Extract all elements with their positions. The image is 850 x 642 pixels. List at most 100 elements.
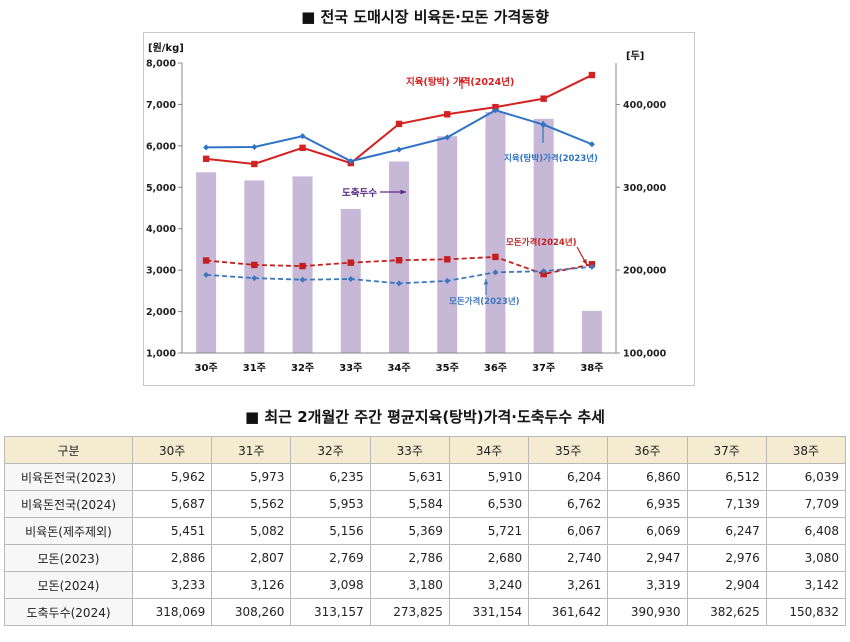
table-cell: 318,069 [131, 598, 213, 626]
table-cell: 308,260 [211, 598, 292, 626]
table-row: 비육돈전국(2023) 5,962 5,973 6,235 5,631 5,910 6,20… [4, 463, 847, 491]
x-tick-label: 38주 [580, 362, 603, 374]
table-header-row: 구분 30주 31주 32주 33주 34주 35주 36주 37주 38주 [4, 436, 847, 464]
table-row-label: 모돈(2023) [4, 544, 133, 572]
series-point-0 [299, 144, 306, 152]
chart-title: ■ 전국 도매시장 비육돈·모돈 가격동향 [301, 8, 549, 26]
bar-slaughter-count [581, 310, 602, 353]
x-tick-label: 30주 [195, 362, 218, 374]
table-row-label: 비육돈전국(2024) [4, 490, 133, 518]
series-point-1 [396, 146, 402, 153]
series-point-3 [588, 263, 595, 270]
series-point-3 [396, 280, 402, 287]
table-cell: 6,204 [528, 463, 609, 491]
table-cell: 3,319 [607, 571, 688, 599]
table-cell: 3,240 [448, 571, 530, 599]
table-cell: 3,233 [131, 571, 213, 599]
table-cell: 273,825 [369, 598, 450, 626]
series-point-3 [540, 268, 547, 275]
right-tick-label: 200,000 [623, 266, 667, 277]
table-cell: 3,261 [528, 571, 609, 599]
left-tick-label: 7,000 [146, 100, 176, 111]
right-tick-label: 100,000 [623, 349, 667, 360]
table-cell: 390,930 [607, 598, 688, 626]
table-header-week: 33주 [369, 436, 450, 464]
table-row-label: 비육돈전국(2023) [4, 463, 133, 491]
x-tick-label: 34주 [387, 362, 410, 374]
series-point-1 [347, 158, 354, 165]
series-point-2 [347, 259, 354, 266]
annotation-carcass-2024-arrow-head [459, 77, 465, 83]
annotation-slaughter: 도축두수 [342, 187, 377, 199]
series-point-3 [251, 275, 258, 282]
table-cell: 5,721 [448, 517, 530, 545]
series-point-2 [251, 261, 258, 269]
left-tick-label: 4,000 [146, 224, 176, 235]
table-header-week: 35주 [528, 436, 609, 464]
table-cell: 5,973 [211, 463, 292, 491]
series-point-0 [251, 160, 258, 168]
chart-container: [원/kg] [두] 1,000 2,000 3,000 4,000 5,000 6,000 7… [143, 32, 695, 386]
table-cell: 3,098 [290, 571, 371, 599]
series-point-3 [347, 276, 354, 283]
series-point-2 [395, 257, 403, 264]
series-point-0 [444, 111, 451, 118]
series-point-2 [299, 262, 306, 270]
annotation-sow-2024-arrow-head [582, 259, 587, 265]
series-point-3 [444, 277, 451, 284]
right-axis-label: [두] [626, 50, 644, 62]
table-cell: 2,886 [131, 544, 213, 572]
left-tick-label: 8,000 [146, 59, 176, 70]
table-cell: 5,584 [369, 490, 450, 518]
series-point-1 [444, 134, 451, 141]
series-point-3 [492, 269, 499, 276]
series-point-3 [203, 271, 210, 278]
table-cell: 5,953 [290, 490, 371, 518]
table-row-label: 도축두수(2024) [4, 598, 133, 626]
right-tick-label: 400,000 [623, 100, 667, 111]
annotation-carcass-2023-arrow-head [540, 121, 546, 127]
table-cell: 5,451 [131, 517, 213, 545]
left-tick-label: 6,000 [146, 141, 176, 152]
table-cell: 6,039 [765, 463, 847, 491]
left-tick-label: 5,000 [146, 183, 176, 194]
table-cell: 361,642 [528, 598, 609, 626]
left-tick-label: 2,000 [146, 307, 176, 318]
table-header-week: 30주 [131, 436, 213, 464]
table-cell: 3,180 [369, 571, 450, 599]
table-cell: 2,904 [686, 571, 767, 599]
table-row: 비육돈(제주제외) 5,451 5,082 5,156 5,369 5,721 6,067 6… [4, 517, 847, 545]
series-point-2 [492, 253, 499, 261]
table-cell: 2,947 [607, 544, 688, 572]
table-cell: 5,962 [131, 463, 213, 491]
annotation-carcass-2023: 지육(탕박)가격(2023년) [504, 153, 598, 164]
table-title: ■ 최근 2개월간 주간 평균지육(탕박)가격·도축두수 추세 [245, 408, 605, 426]
series-point-1 [299, 133, 306, 140]
table-header-week: 36주 [607, 436, 688, 464]
table-cell: 3,142 [765, 571, 847, 599]
bar-slaughter-count [437, 136, 458, 353]
table-header-week: 37주 [686, 436, 767, 464]
table-cell: 6,860 [607, 463, 688, 491]
table-cell: 6,067 [528, 517, 609, 545]
table-cell: 7,139 [686, 490, 767, 518]
table-cell: 5,910 [448, 463, 530, 491]
table-cell: 3,080 [765, 544, 847, 572]
table-row: 모돈(2024) 3,233 3,126 3,098 3,180 3,240 3,261 3,… [4, 571, 847, 599]
x-tick-label: 31주 [243, 362, 266, 374]
table-row-label: 비육돈(제주제외) [4, 517, 133, 545]
table-cell: 382,625 [686, 598, 767, 626]
table-cell: 331,154 [448, 598, 530, 626]
series-point-0 [492, 103, 499, 111]
series-point-0 [202, 155, 210, 163]
table-cell: 2,680 [448, 544, 530, 572]
table-row: 비육돈전국(2024) 5,687 5,562 5,953 5,584 6,530 6,76… [4, 490, 847, 518]
series-point-1 [588, 141, 595, 148]
table-cell: 313,157 [290, 598, 371, 626]
table-cell: 5,369 [369, 517, 450, 545]
table-cell: 6,235 [290, 463, 371, 491]
left-tick-label: 3,000 [146, 266, 176, 277]
series-point-0 [540, 95, 547, 102]
table-cell: 5,156 [290, 517, 371, 545]
series-point-1 [203, 144, 210, 151]
